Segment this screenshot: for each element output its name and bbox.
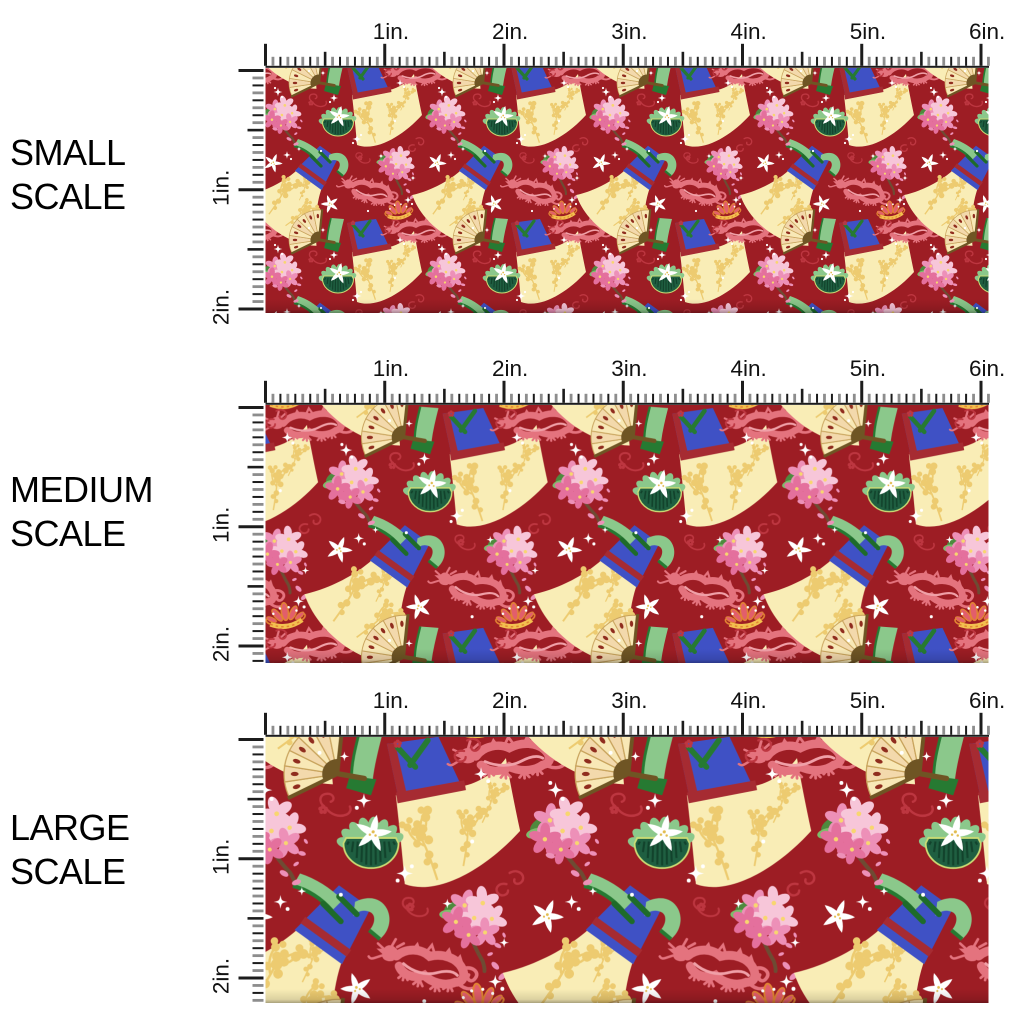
svg-text:2in.: 2in. xyxy=(492,19,528,44)
svg-text:5in.: 5in. xyxy=(850,356,886,381)
svg-text:6in.: 6in. xyxy=(969,356,1005,381)
svg-text:1in.: 1in. xyxy=(373,688,409,713)
svg-text:6in.: 6in. xyxy=(969,688,1005,713)
svg-text:1in.: 1in. xyxy=(209,507,234,543)
svg-text:1in.: 1in. xyxy=(373,356,409,381)
svg-text:1in.: 1in. xyxy=(373,19,409,44)
svg-text:3in.: 3in. xyxy=(611,19,647,44)
svg-text:2in.: 2in. xyxy=(209,626,234,662)
svg-text:4in.: 4in. xyxy=(731,688,767,713)
svg-text:4in.: 4in. xyxy=(731,19,767,44)
svg-text:4in.: 4in. xyxy=(731,356,767,381)
svg-text:3in.: 3in. xyxy=(611,356,647,381)
svg-text:2in.: 2in. xyxy=(209,958,234,994)
svg-text:6in.: 6in. xyxy=(969,19,1005,44)
svg-text:2in.: 2in. xyxy=(492,356,528,381)
svg-text:3in.: 3in. xyxy=(611,688,647,713)
svg-text:5in.: 5in. xyxy=(850,688,886,713)
svg-text:2in.: 2in. xyxy=(209,289,234,325)
svg-text:1in.: 1in. xyxy=(209,170,234,206)
svg-text:1in.: 1in. xyxy=(209,839,234,875)
svg-text:2in.: 2in. xyxy=(492,688,528,713)
svg-text:5in.: 5in. xyxy=(850,19,886,44)
